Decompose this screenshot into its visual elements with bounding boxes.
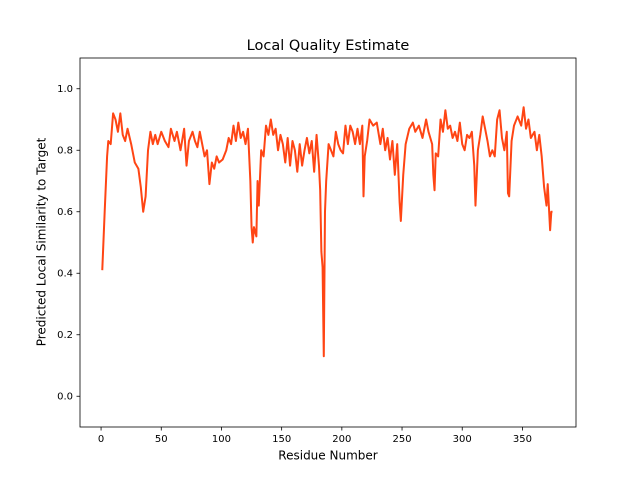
y-axis-label: Predicted Local Similarity to Target	[35, 137, 49, 346]
x-tick-label: 250	[392, 434, 411, 445]
x-tick-label: 0	[98, 434, 104, 445]
y-tick-label: 0.2	[57, 330, 73, 341]
y-tick-label: 0.6	[57, 207, 73, 218]
x-tick-label: 200	[332, 434, 351, 445]
y-tick-label: 0.4	[57, 268, 73, 279]
plot-frame	[79, 57, 577, 428]
data-line	[101, 106, 553, 358]
x-tick-label: 150	[272, 434, 291, 445]
y-tick-label: 0.0	[57, 391, 73, 402]
chart-title: Local Quality Estimate	[247, 38, 410, 54]
y-tick-label: 0.8	[57, 145, 73, 156]
x-tick-label: 350	[513, 434, 532, 445]
y-tick-label: 1.0	[57, 84, 73, 95]
x-tick-label: 50	[155, 434, 168, 445]
x-tick-label: 100	[212, 434, 231, 445]
x-axis-label: Residue Number	[278, 449, 377, 463]
x-tick-label: 300	[453, 434, 472, 445]
